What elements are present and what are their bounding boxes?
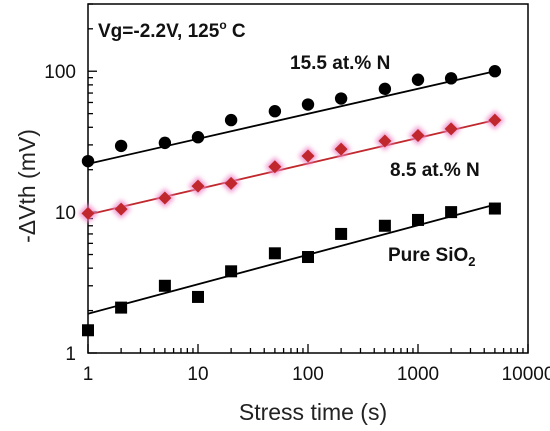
series-label-text: 8.5 at.% N — [390, 160, 480, 181]
data-point-circle — [114, 139, 128, 153]
data-point-square — [192, 290, 204, 303]
data-point-circle — [488, 65, 502, 78]
data-point-diamond — [408, 125, 428, 146]
text-labels: 1 10 100 1000 10000 1 10 100 15.5 at.% N 8.5 at.%… — [44, 53, 550, 385]
x-axis-title: Stress time (s) — [239, 399, 387, 425]
data-point-core — [488, 113, 502, 127]
data-point-square — [412, 213, 424, 226]
data-point-square — [445, 206, 458, 219]
data-point-diamond — [485, 110, 505, 130]
data-point-circle — [224, 113, 238, 127]
data-point-core — [444, 122, 458, 136]
series-label-text: Pure SiO — [388, 245, 468, 266]
data-point-square — [335, 227, 348, 240]
x-tick-label: 10000 — [502, 364, 550, 385]
x-tick-label: 10 — [187, 364, 208, 385]
series-label-0: 15.5 at.% N — [290, 53, 390, 74]
data-point-diamond — [331, 139, 351, 159]
x-tick-label: 1 — [83, 364, 94, 385]
fit-line-2 — [87, 203, 496, 315]
data-point-square — [225, 265, 238, 278]
y-axis-title: -ΔVth (mV) — [14, 129, 40, 243]
data-point-core — [224, 176, 238, 190]
data-point-circle — [191, 131, 205, 144]
series-label-text: 15.5 at.% N — [290, 53, 390, 74]
data-point-core — [81, 206, 95, 220]
data-point-core — [191, 179, 205, 193]
data-point-circle — [378, 82, 392, 96]
data-point-diamond — [155, 188, 175, 208]
x-tick-label: 1000 — [397, 364, 439, 385]
data-point-circle — [81, 154, 95, 168]
data-point-diamond — [111, 199, 131, 219]
data-point-core — [114, 202, 128, 216]
data-point-circle — [268, 105, 282, 118]
data-point-core — [411, 128, 425, 142]
y-tick-label: 10 — [55, 203, 76, 224]
data-point-diamond — [78, 203, 98, 224]
data-point-square — [158, 279, 171, 292]
data-point-square — [268, 247, 281, 260]
data-point-circle — [444, 72, 458, 85]
data-point-core — [334, 142, 348, 156]
data-point-circle — [158, 136, 172, 150]
series-label-2: Pure SiO2 — [388, 245, 475, 269]
data-point-diamond — [188, 176, 208, 196]
data-point-diamond — [375, 131, 395, 151]
data-point-circle — [334, 92, 348, 105]
annotation-label: Vg=-2.2V, 125o C — [98, 18, 246, 42]
data-markers — [78, 65, 505, 337]
data-point-circle — [411, 73, 425, 86]
y-tick-label: 100 — [44, 62, 76, 83]
x-tick-label: 100 — [292, 364, 324, 385]
data-point-square — [378, 219, 391, 232]
data-point-core — [268, 160, 282, 174]
series-label-subscript: 2 — [468, 254, 475, 269]
data-point-square — [115, 301, 128, 314]
y-tick-label: 1 — [65, 344, 76, 365]
data-point-square — [488, 202, 501, 215]
data-point-square — [82, 324, 94, 337]
data-point-diamond — [221, 173, 241, 194]
data-point-circle — [301, 98, 315, 111]
data-point-core — [378, 134, 392, 148]
data-point-diamond — [265, 156, 285, 177]
series-label-1: 8.5 at.% N — [390, 160, 480, 181]
data-point-square — [302, 251, 314, 264]
fit-lines — [87, 70, 496, 315]
data-point-core — [301, 149, 315, 163]
data-point-diamond — [298, 146, 318, 166]
data-point-core — [158, 191, 172, 205]
data-point-diamond — [441, 119, 461, 139]
fit-line-0 — [87, 70, 496, 165]
